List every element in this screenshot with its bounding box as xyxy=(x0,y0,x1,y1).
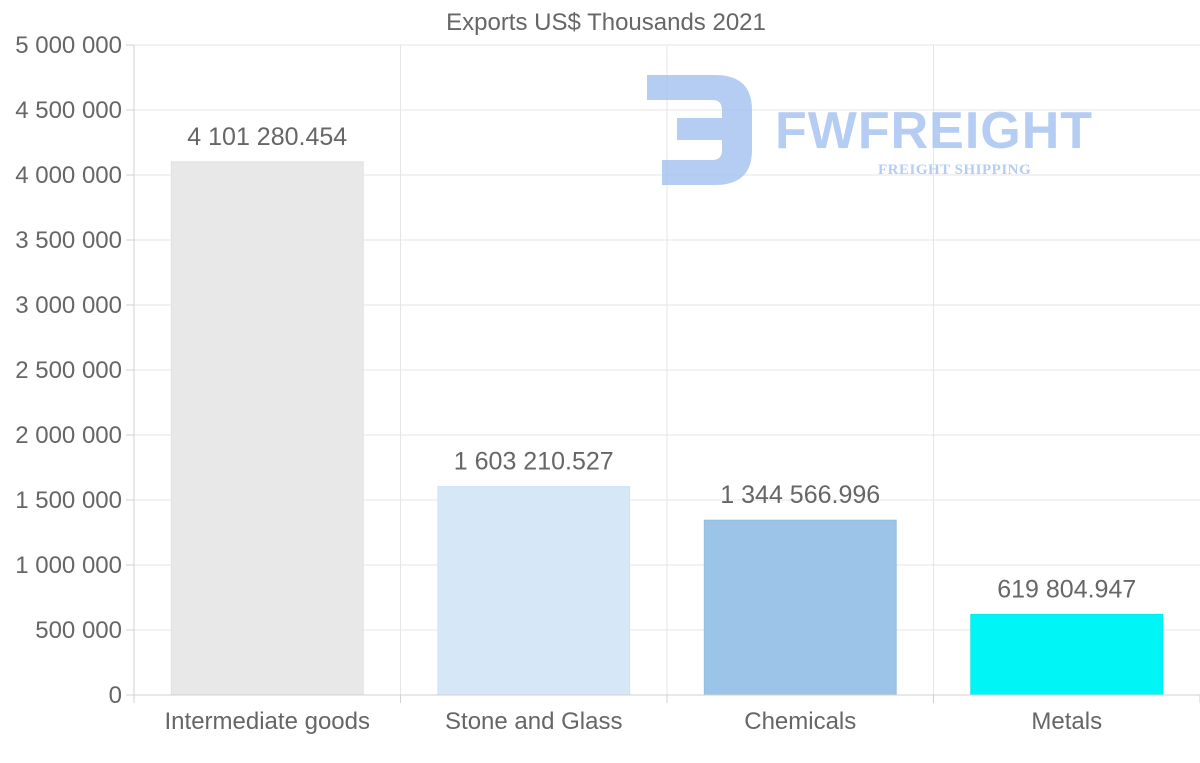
x-category-label: Metals xyxy=(1031,708,1102,735)
y-tick-label: 3 500 000 xyxy=(15,227,122,254)
x-category-label: Chemicals xyxy=(744,708,856,735)
bar-metals xyxy=(970,613,1164,696)
y-tick-label: 1 500 000 xyxy=(15,487,122,514)
x-axis-categories: Intermediate goods Stone and Glass Chemica… xyxy=(165,708,1103,735)
bar-stone-and-glass xyxy=(437,486,631,696)
x-category-label: Intermediate goods xyxy=(165,708,370,735)
bar-value-label: 619 804.947 xyxy=(997,575,1136,603)
x-category-label: Stone and Glass xyxy=(445,708,622,735)
y-tick-label: 1 000 000 xyxy=(15,552,122,579)
y-tick-label: 2 000 000 xyxy=(15,422,122,449)
bar-value-label: 4 101 280.454 xyxy=(187,123,347,151)
bar-intermediate-goods xyxy=(170,161,364,696)
y-tick-label: 5 000 000 xyxy=(15,32,122,59)
y-tick-label: 0 xyxy=(109,682,122,709)
y-tick-label: 500 000 xyxy=(35,617,122,644)
y-axis-ticks: 0 500 000 1 000 000 1 500 000 2 000 000 2 500… xyxy=(15,32,134,709)
x-axis-ticks xyxy=(133,695,1200,703)
bar-value-label: 1 344 566.996 xyxy=(720,481,880,509)
y-tick-label: 4 500 000 xyxy=(15,97,122,124)
watermark-brand: FWFREIGHT xyxy=(775,102,1093,160)
y-tick-label: 2 500 000 xyxy=(15,357,122,384)
bar-chemicals xyxy=(703,519,897,696)
fwfreight-watermark-logo: FWFREIGHT FREIGHT SHIPPING xyxy=(647,75,1093,185)
watermark-emblem-icon xyxy=(647,75,752,185)
bars xyxy=(170,161,1164,696)
y-tick-label: 3 000 000 xyxy=(15,292,122,319)
chart-title: Exports US$ Thousands 2021 xyxy=(446,9,766,36)
value-labels: 4 101 280.454 1 603 210.527 1 344 566.996 6… xyxy=(187,123,1136,604)
bar-value-label: 1 603 210.527 xyxy=(454,448,614,476)
y-tick-label: 4 000 000 xyxy=(15,162,122,189)
watermark-tagline: FREIGHT SHIPPING xyxy=(878,162,1031,178)
